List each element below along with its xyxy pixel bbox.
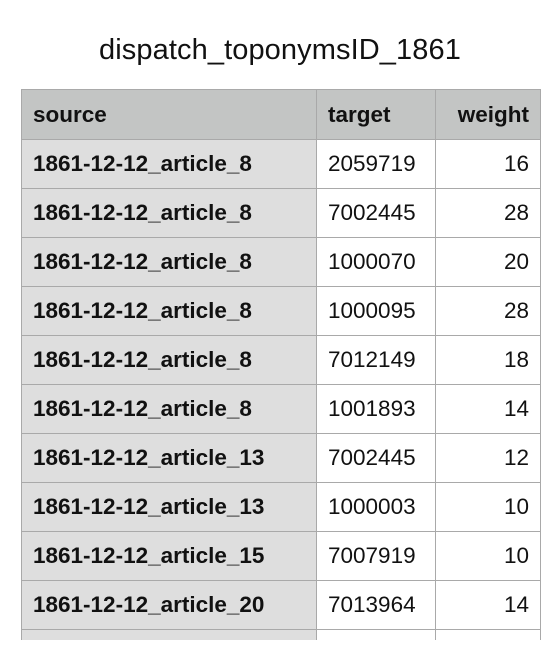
table-row[interactable]: 1861-12-12_article_13 7002445 12 [21,433,541,483]
cell-source: 1861-12-12_article_8 [21,335,317,385]
cell-target: 2059719 [316,139,436,189]
table-row[interactable]: 1861-12-12_article_20 7013964 14 [21,580,541,630]
cell-source-cut [21,629,317,640]
column-header-source[interactable]: source [21,89,317,140]
cell-target: 7007919 [316,531,436,581]
table-row[interactable]: 1861-12-12_article_8 1000095 28 [21,286,541,336]
header-row: source target weight [21,89,541,140]
table-row-partial [21,629,541,640]
cell-source: 1861-12-12_article_20 [21,580,317,630]
cell-weight: 10 [435,531,541,581]
cell-source: 1861-12-12_article_13 [21,433,317,483]
table-header: source target weight [21,89,541,140]
cell-weight: 28 [435,286,541,336]
cell-target: 7012149 [316,335,436,385]
table-row[interactable]: 1861-12-12_article_13 1000003 10 [21,482,541,532]
cell-weight: 20 [435,237,541,287]
cell-weight: 10 [435,482,541,532]
table-row[interactable]: 1861-12-12_article_8 1001893 14 [21,384,541,434]
cell-source: 1861-12-12_article_15 [21,531,317,581]
table-row[interactable]: 1861-12-12_article_8 7012149 18 [21,335,541,385]
table-body: 1861-12-12_article_8 2059719 16 1861-12-… [21,139,541,640]
cell-weight: 14 [435,384,541,434]
cell-target: 7002445 [316,188,436,238]
cell-source: 1861-12-12_article_8 [21,286,317,336]
cell-source: 1861-12-12_article_8 [21,188,317,238]
cell-weight: 16 [435,139,541,189]
cell-weight-cut [435,629,541,640]
cell-target: 1000003 [316,482,436,532]
column-header-weight[interactable]: weight [435,89,541,140]
cell-target-cut [316,629,436,640]
cell-source: 1861-12-12_article_13 [21,482,317,532]
cell-target: 1000070 [316,237,436,287]
cell-target: 1000095 [316,286,436,336]
cell-target: 1001893 [316,384,436,434]
table-row[interactable]: 1861-12-12_article_15 7007919 10 [21,531,541,581]
table-row[interactable]: 1861-12-12_article_8 1000070 20 [21,237,541,287]
cell-target: 7013964 [316,580,436,630]
cell-source: 1861-12-12_article_8 [21,384,317,434]
table-row[interactable]: 1861-12-12_article_8 2059719 16 [21,139,541,189]
cell-weight: 18 [435,335,541,385]
cell-source: 1861-12-12_article_8 [21,237,317,287]
cell-weight: 28 [435,188,541,238]
table-title: dispatch_toponymsID_1861 [99,34,461,66]
cell-target: 7002445 [316,433,436,483]
cell-weight: 14 [435,580,541,630]
table-row[interactable]: 1861-12-12_article_8 7002445 28 [21,188,541,238]
cell-source: 1861-12-12_article_8 [21,139,317,189]
column-header-target[interactable]: target [316,89,436,140]
cell-weight: 12 [435,433,541,483]
data-table: source target weight 1861-12-12_article_… [21,89,541,640]
